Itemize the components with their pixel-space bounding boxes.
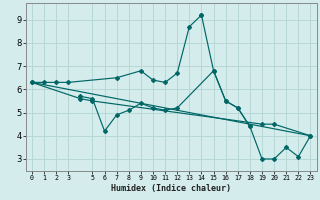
X-axis label: Humidex (Indice chaleur): Humidex (Indice chaleur) [111,184,231,193]
